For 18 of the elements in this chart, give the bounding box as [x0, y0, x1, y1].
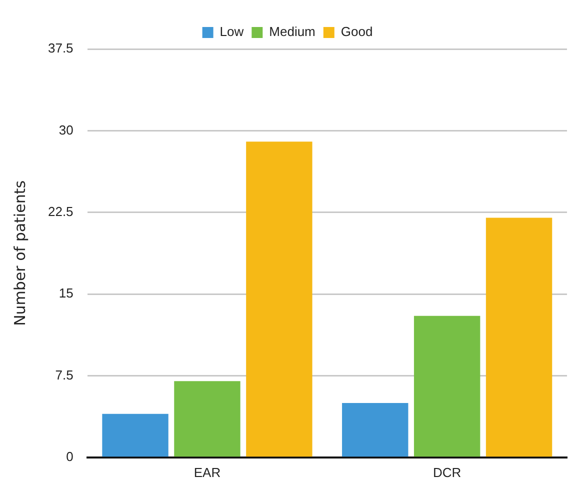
y-tick-label: 0	[66, 448, 74, 464]
legend-label: Medium	[269, 24, 316, 40]
y-axis-title: Number of patients	[10, 180, 29, 326]
legend-label: Good	[340, 24, 373, 40]
y-tick-label: 15	[58, 286, 74, 301]
bar	[246, 142, 312, 457]
bar	[414, 316, 480, 457]
y-tick-label: 37.5	[48, 40, 74, 56]
x-tick-label: DCR	[432, 464, 462, 480]
bar	[486, 218, 552, 457]
y-tick-label: 7.5	[55, 367, 74, 382]
y-tick-label: 30	[58, 122, 74, 138]
y-tick-label: 22.5	[48, 204, 74, 219]
legend-label: Low	[220, 24, 244, 40]
bar	[102, 414, 168, 457]
bar	[342, 402, 408, 457]
bar	[174, 381, 240, 457]
x-tick-label: EAR	[194, 464, 221, 480]
